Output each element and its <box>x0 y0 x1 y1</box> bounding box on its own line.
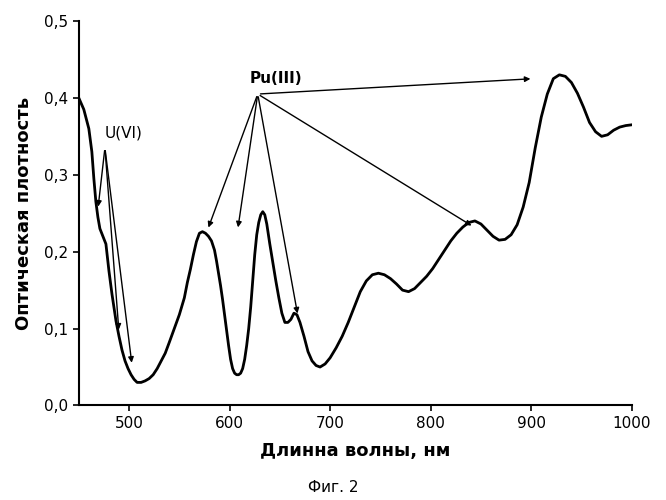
Text: U(VI): U(VI) <box>105 125 143 140</box>
Y-axis label: Оптическая плотность: Оптическая плотность <box>15 96 33 330</box>
Text: Фиг. 2: Фиг. 2 <box>308 480 358 495</box>
Text: Pu(III): Pu(III) <box>250 72 302 86</box>
X-axis label: Длинна волны, нм: Длинна волны, нм <box>260 442 450 460</box>
